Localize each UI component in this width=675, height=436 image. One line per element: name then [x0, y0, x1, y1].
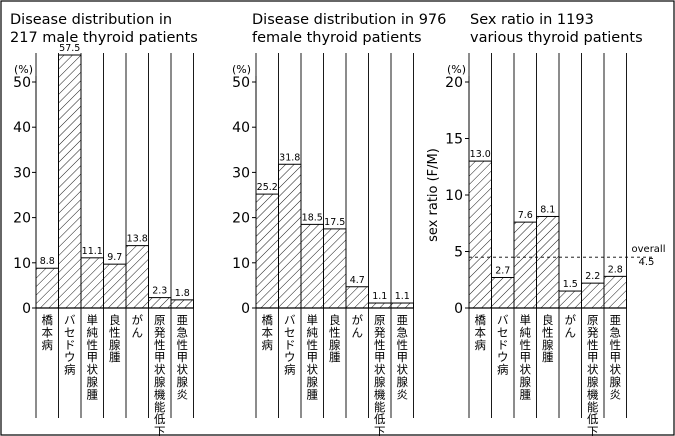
reference-label: overall: [632, 244, 666, 255]
category-label: 良性腺腫: [109, 313, 121, 364]
unit-label: (%): [232, 63, 251, 76]
y-tick-label: 15: [445, 132, 463, 148]
value-label: 18.5: [302, 212, 323, 223]
category-label: 良性腺腫: [329, 313, 341, 364]
value-label: 13.8: [127, 234, 148, 245]
category-label: 良性腺腫: [542, 313, 554, 364]
chart-panel-2: Disease distribution in 976 female thyroi…: [232, 12, 446, 436]
y-tick-label: 20: [445, 75, 463, 91]
bar-7: [603, 275, 627, 309]
value-label: 2.2: [585, 271, 600, 282]
bar-2: [491, 276, 515, 309]
value-label: 1.1: [395, 291, 410, 302]
value-label: 2.3: [152, 286, 167, 297]
bar-6: [581, 282, 605, 309]
bar-1: [255, 193, 279, 309]
category-label: 亜急性甲状腺炎: [397, 313, 409, 401]
chart-panel-3: Sex ratio in 1193 various thyroid patient…: [426, 12, 665, 436]
bar-2: [278, 163, 302, 309]
chart-title-line-1: Disease distribution in: [10, 12, 172, 28]
bar-3: [80, 257, 104, 309]
y-tick-label: 5: [454, 245, 463, 261]
y-tick-label: 30: [232, 165, 250, 181]
reference-label: 4.5: [639, 257, 655, 268]
value-label: 8.1: [540, 204, 555, 215]
category-label: がん: [132, 313, 144, 339]
chart-panel-1: Disease distribution in 217 male thyroid …: [10, 12, 198, 436]
chart-title-line-2: female thyroid patients: [252, 30, 422, 46]
value-label: 9.7: [107, 252, 122, 263]
value-label: 11.1: [82, 246, 103, 257]
y-tick-label: 10: [445, 188, 463, 204]
value-label: 31.8: [279, 152, 300, 163]
bar-6: [148, 297, 172, 309]
chart-title-line-2: various thyroid patients: [470, 30, 643, 46]
bar-6: [368, 302, 392, 309]
y-tick-label: 20: [232, 211, 250, 227]
value-label: 1.5: [563, 279, 578, 290]
category-label: バセドウ病: [284, 313, 296, 377]
value-label: 1.1: [372, 291, 387, 302]
category-label: 単純性甲状腺腫: [307, 313, 319, 401]
y-tick-label: 20: [13, 211, 31, 227]
y-tick-label: 30: [13, 165, 31, 181]
y-axis-title: sex ratio (F/M): [426, 148, 441, 242]
bar-7: [390, 302, 414, 309]
bar-3: [300, 223, 324, 309]
category-label: 橋本病: [262, 313, 274, 352]
bar-3: [513, 221, 537, 309]
bar-4: [103, 263, 127, 309]
chart-title-line-1: Disease distribution in 976: [252, 12, 446, 28]
y-tick-label: 0: [241, 301, 250, 317]
y-tick-label: 40: [232, 120, 250, 136]
value-label: 25.2: [257, 182, 278, 193]
value-label: 7.6: [518, 210, 533, 221]
y-tick-label: 50: [13, 75, 31, 91]
category-label: 橋本病: [475, 313, 487, 352]
bar-1: [35, 267, 59, 309]
value-label: 1.8: [175, 288, 190, 299]
category-label: がん: [352, 313, 364, 339]
bar-7: [170, 299, 194, 309]
category-label: 単純性甲状腺腫: [520, 313, 532, 401]
unit-label: (%): [447, 63, 466, 76]
y-tick-label: 40: [13, 120, 31, 136]
category-label: 亜急性甲状腺炎: [610, 313, 622, 401]
y-tick-label: 10: [13, 256, 31, 272]
category-label: 原発性甲状腺機能低下症: [587, 313, 599, 436]
bar-5: [345, 286, 369, 309]
category-label: バセドウ病: [64, 313, 76, 377]
bar-1: [468, 160, 492, 309]
category-label: 単純性甲状腺腫: [87, 313, 99, 401]
chart-title-line-2: 217 male thyroid patients: [10, 30, 198, 46]
value-label: 17.5: [324, 217, 345, 228]
y-tick-label: 0: [22, 301, 31, 317]
category-label: がん: [565, 313, 577, 339]
y-tick-label: 10: [232, 256, 250, 272]
value-label: 2.7: [495, 265, 510, 276]
value-label: 8.8: [40, 256, 55, 267]
chart-title-line-1: Sex ratio in 1193: [470, 12, 594, 28]
bar-5: [125, 245, 149, 309]
bar-5: [558, 290, 582, 309]
category-label: 原発性甲状腺機能低下症: [374, 313, 386, 436]
y-tick-label: 0: [454, 301, 463, 317]
value-label: 4.7: [350, 275, 365, 286]
y-tick-label: 50: [232, 75, 250, 91]
category-label: 原発性甲状腺機能低下症: [154, 313, 166, 436]
value-label: 13.0: [470, 149, 491, 160]
bar-4: [536, 215, 560, 309]
value-label: 57.5: [59, 43, 80, 54]
unit-label: (%): [14, 63, 33, 76]
bar-2: [58, 54, 82, 309]
category-label: 亜急性甲状腺炎: [177, 313, 189, 401]
value-label: 2.8: [608, 264, 623, 275]
category-label: 橋本病: [42, 313, 54, 352]
bar-4: [323, 228, 347, 309]
category-label: バセドウ病: [497, 313, 509, 377]
